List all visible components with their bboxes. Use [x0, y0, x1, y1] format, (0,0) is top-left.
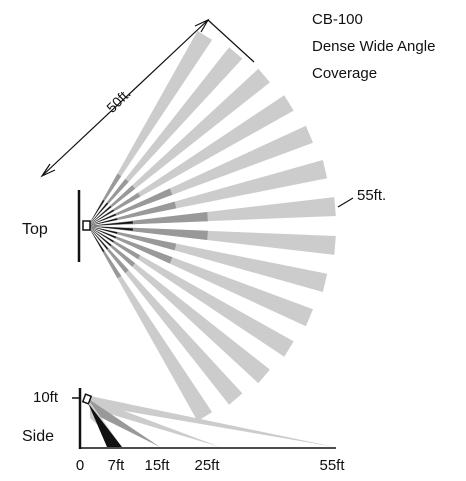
beam-6-inner	[88, 218, 118, 226]
beam-6-mid	[88, 201, 177, 226]
beam-12-inner	[88, 226, 112, 246]
axis-tick-0: 0	[76, 457, 84, 474]
axis-tick-7ft: 7ft	[108, 457, 126, 474]
max-range-leader-line	[337, 197, 354, 208]
sensor-icon	[82, 220, 91, 231]
range-dimension-line	[41, 19, 209, 177]
beam-5-inner	[88, 213, 116, 226]
model-title: CB-100	[312, 11, 363, 28]
side-beam-55ft	[90, 396, 335, 447]
coverage-title-line-1: Dense Wide Angle	[312, 38, 435, 55]
side-view-label: Side	[22, 428, 54, 445]
beam-10-inner	[88, 226, 116, 239]
side-beam-25ft	[90, 398, 220, 447]
beam-12-outer	[88, 226, 270, 384]
beam-10-mid	[88, 226, 173, 264]
beam-13-inner	[88, 226, 108, 250]
beam-2-inner	[88, 202, 108, 226]
beam-14-inner	[88, 226, 105, 252]
beam-4-outer	[88, 95, 294, 226]
coverage-title-line-2: Coverage	[312, 65, 377, 82]
beam-9-inner	[88, 226, 118, 234]
top-view: Top 50ft. 55ft.	[22, 18, 386, 422]
range-label: 50ft.	[103, 85, 134, 116]
beam-1-inner	[88, 200, 105, 226]
beam-11-outer	[88, 226, 294, 357]
beam-11-inner	[88, 226, 114, 243]
top-view-beams	[88, 30, 336, 422]
range-extension-line	[207, 19, 255, 63]
axis-tick-15ft: 15ft	[144, 457, 170, 474]
side-beam-7ft	[90, 402, 122, 447]
side-beam-15ft	[90, 400, 160, 447]
axis-tick-55ft: 55ft	[319, 457, 345, 474]
beam-7-inner	[88, 221, 133, 226]
beam-3-outer	[88, 68, 270, 226]
axis-tick-25ft: 25ft	[194, 457, 220, 474]
beam-8-inner	[88, 226, 133, 231]
max-range-label: 55ft.	[357, 187, 386, 204]
beam-8-mid	[88, 226, 208, 240]
beam-4-inner	[88, 209, 114, 226]
beam-7-mid	[88, 212, 208, 226]
range-arrowhead-start	[40, 163, 56, 178]
side-beam-0ft	[88, 403, 122, 447]
side-sensor-icon	[81, 393, 93, 405]
beam-5-mid	[88, 188, 173, 226]
beam-3-inner	[88, 206, 112, 226]
side-view: 10ft Side 0 7ft 15ft 25ft 55ft	[22, 388, 345, 474]
height-label: 10ft	[33, 389, 59, 406]
top-view-label: Top	[22, 221, 48, 238]
beam-9-mid	[88, 226, 177, 251]
